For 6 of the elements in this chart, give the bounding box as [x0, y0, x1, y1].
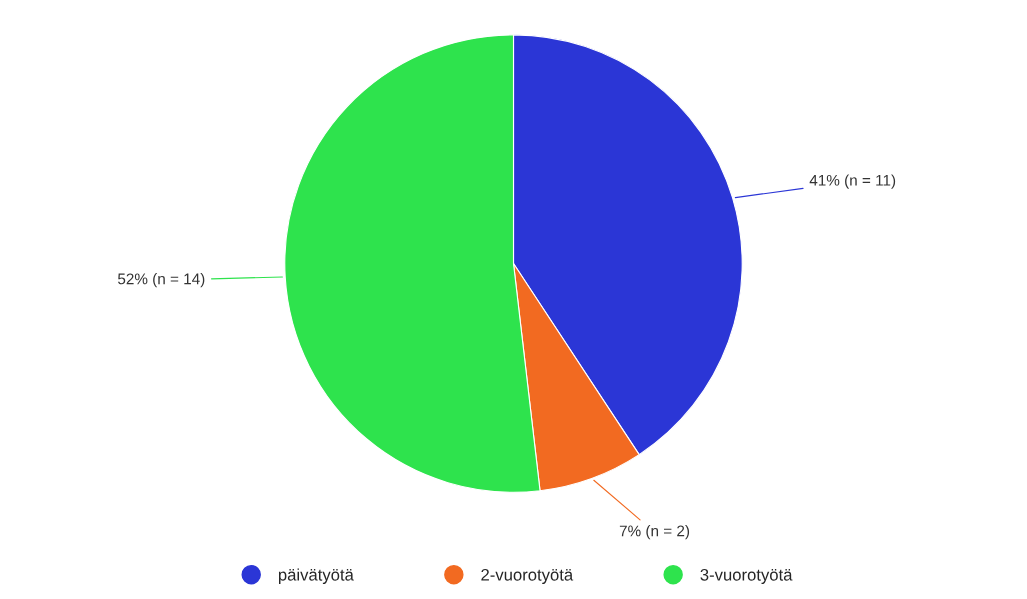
data-label: 7% (n = 2)	[619, 525, 690, 540]
data-label: 41% (n = 11)	[809, 174, 896, 189]
legend-label: päivätyötä	[278, 568, 354, 584]
data-label: 52% (n = 14)	[117, 273, 205, 288]
legend-label: 3-vuorotyötä	[700, 568, 793, 584]
legend-label: 2-vuorotyötä	[481, 568, 574, 584]
